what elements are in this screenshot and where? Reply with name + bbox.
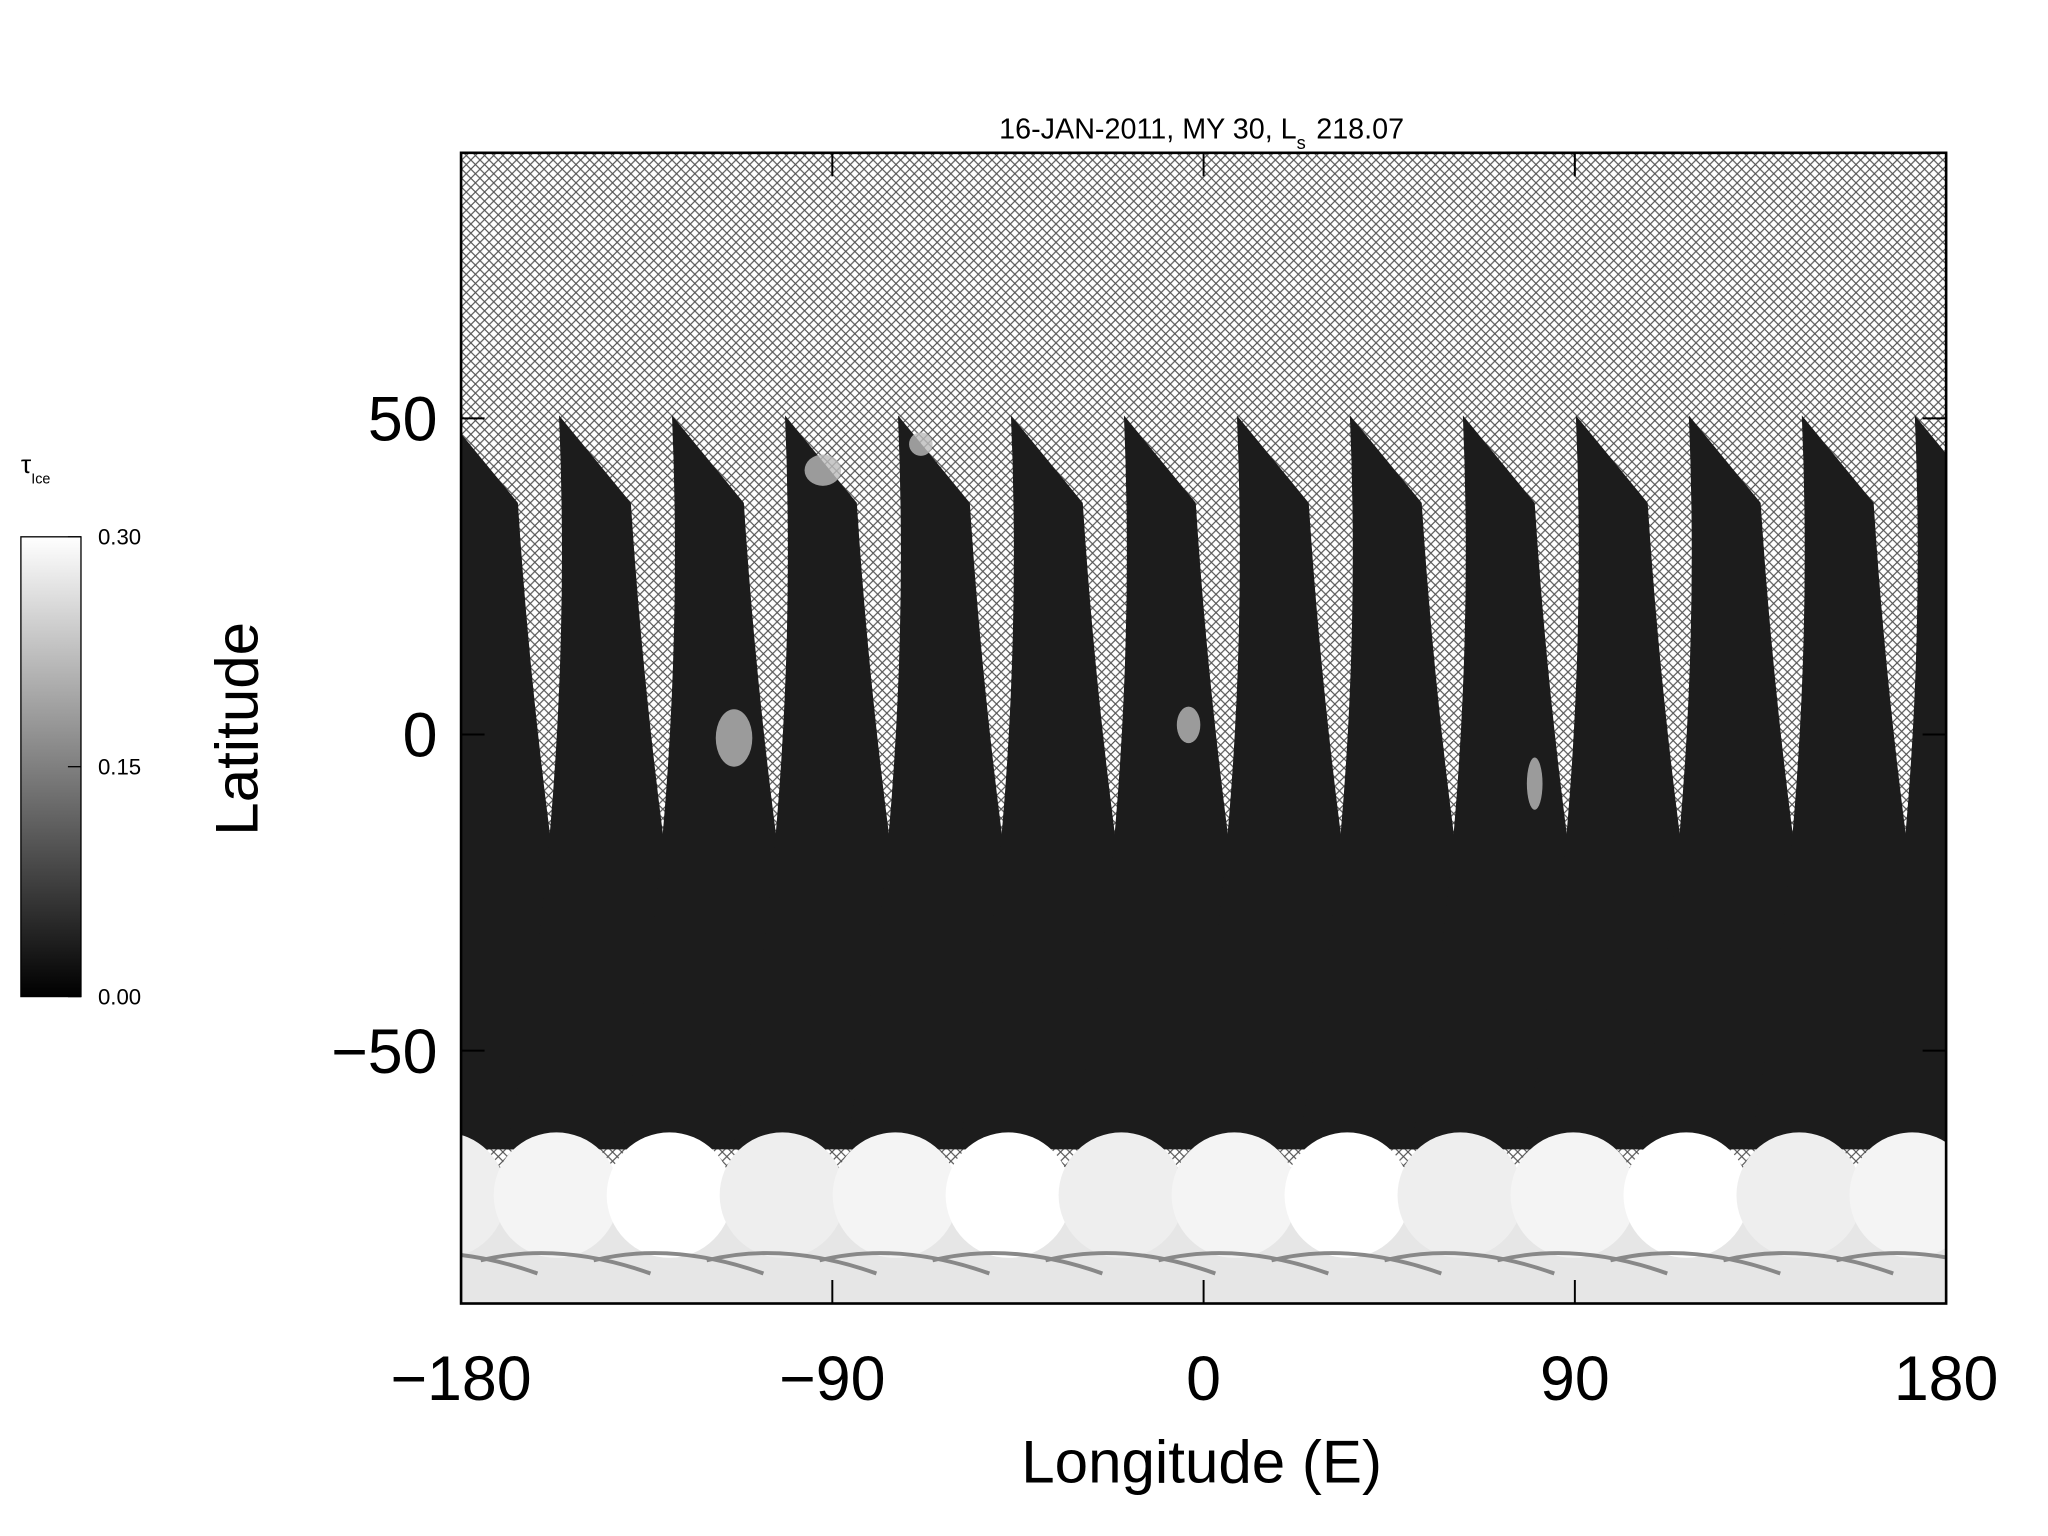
surface-streak	[480, 1251, 652, 1276]
surface-streak	[593, 1251, 765, 1276]
colorbar-subscript: Ice	[31, 471, 50, 487]
surface-streak	[1722, 1251, 1894, 1276]
x-tick-label: −90	[779, 1344, 885, 1414]
surface-streak	[932, 1251, 1104, 1276]
colorbar-symbol: τ	[21, 449, 32, 479]
polar-cloud	[945, 1132, 1072, 1258]
surface-streak	[1609, 1251, 1781, 1276]
polar-cloud	[1171, 1132, 1297, 1258]
observation-swath	[1976, 415, 2048, 1149]
polar-cloud	[1736, 1132, 1862, 1258]
polar-cloud	[1962, 1132, 2048, 1257]
ls-value: 218.07	[1316, 113, 1404, 145]
chart-title: 16-JAN-2011, MY 30, Ls 218.07	[999, 113, 1404, 152]
cloud-patch	[909, 432, 933, 456]
surface-streak	[1835, 1251, 1947, 1263]
polar-cloud	[1510, 1132, 1636, 1258]
polar-cloud	[832, 1132, 959, 1258]
x-tick-label: 90	[1540, 1344, 1610, 1414]
title-text: 16-JAN-2011, MY 30,	[999, 113, 1273, 145]
ls-symbol: L	[1281, 113, 1297, 145]
polar-cloud	[1058, 1132, 1184, 1258]
colorbar-tick-label: 0.00	[98, 984, 141, 1009]
y-tick-label: 50	[368, 385, 438, 455]
colorbar-tick-label: 0.15	[98, 755, 141, 780]
polar-cloud	[606, 1132, 733, 1258]
x-tick-label: 0	[1186, 1344, 1221, 1414]
observation-swath	[1862, 415, 1947, 1150]
x-tick-label: 180	[1894, 1344, 1999, 1414]
y-axis-label: Latitude	[203, 622, 270, 836]
cloud-patch	[804, 454, 842, 486]
surface-streak	[1045, 1251, 1217, 1276]
surface-streak	[1496, 1251, 1668, 1276]
polar-cloud	[493, 1132, 620, 1258]
ls-subscript: s	[1297, 132, 1306, 153]
polar-cloud	[1397, 1132, 1523, 1258]
y-tick-label: −50	[331, 1017, 437, 1087]
surface-streak	[1384, 1251, 1555, 1276]
surface-streak	[819, 1251, 991, 1276]
surface-streak	[461, 1253, 539, 1276]
polar-cloud	[1623, 1132, 1749, 1258]
surface-streak	[1949, 1253, 2048, 1273]
map-area	[461, 152, 2048, 1304]
cloud-patch	[715, 709, 753, 767]
cloud-patch	[1176, 706, 1201, 744]
x-tick-label: −180	[390, 1344, 531, 1414]
polar-cloud	[1284, 1132, 1410, 1258]
surface-streak	[706, 1251, 878, 1276]
x-axis-label: Longitude (E)	[1021, 1428, 1382, 1495]
colorbar-tick-label: 0.30	[98, 525, 141, 550]
polar-cloud	[461, 1134, 507, 1256]
polar-cloud	[719, 1132, 846, 1258]
colorbar-label: τIce	[21, 449, 50, 487]
polar-cloud	[1849, 1132, 1947, 1258]
surface-streak	[1271, 1251, 1442, 1276]
cloud-patch	[1526, 757, 1543, 810]
surface-streak	[1158, 1251, 1329, 1276]
y-tick-label: 0	[403, 701, 438, 771]
